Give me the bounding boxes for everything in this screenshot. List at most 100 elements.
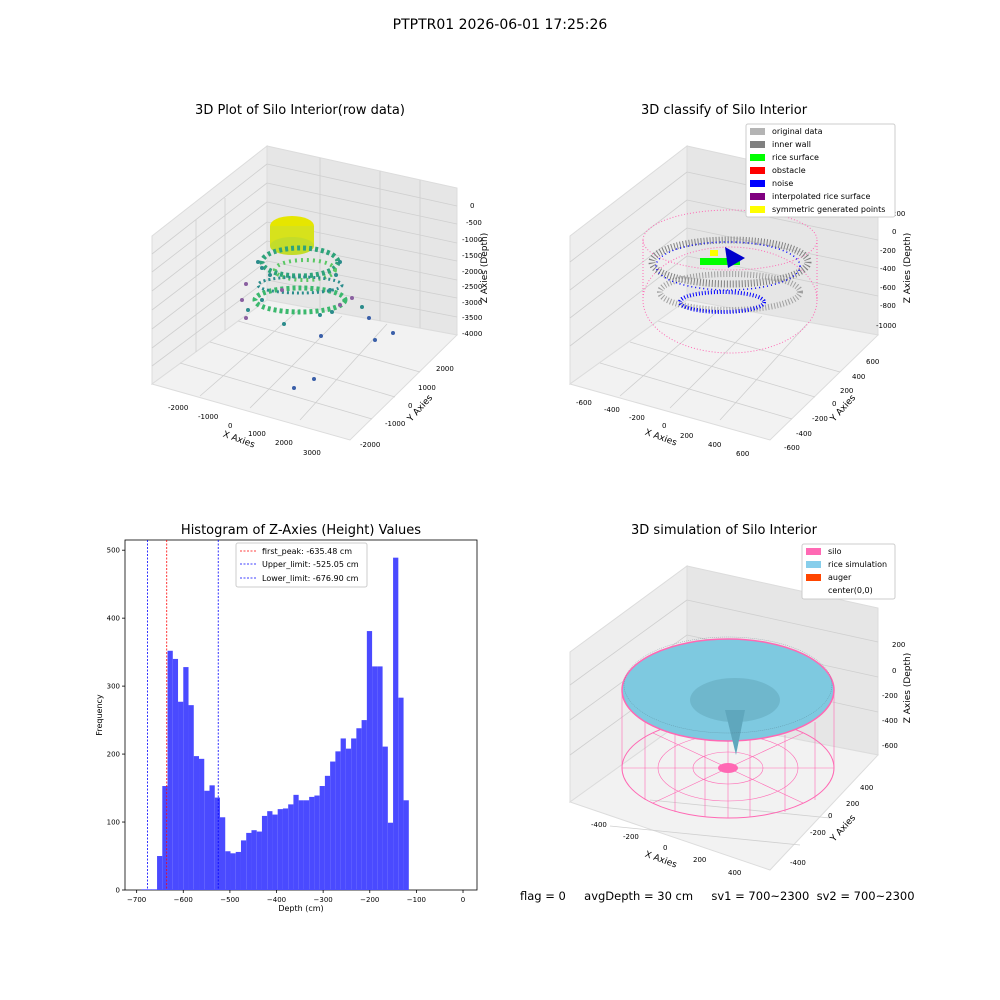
classify-x-tick: -600 (576, 399, 592, 407)
raw-y-tick: 1000 (418, 384, 436, 392)
histogram-bar (309, 796, 315, 890)
legend-label: Upper_limit: -525.05 cm (262, 560, 359, 569)
histogram-bar (314, 795, 320, 890)
histogram-title: Histogram of Z-Axies (Height) Values (180, 523, 422, 538)
legend-label: center(0,0) (828, 586, 873, 595)
avg-depth-status: avgDepth = 30 cm (584, 889, 694, 903)
histogram-x-tick-label: −600 (174, 896, 193, 904)
histogram-x-tick-label: −400 (267, 896, 286, 904)
raw-3d-plot[interactable]: -2000 -1000 0 1000 2000 3000 -2000 -1000… (0, 0, 500, 500)
legend-label: symmetric generated points (772, 205, 885, 214)
legend-swatch-rice-surface (750, 154, 765, 161)
histogram-bar (172, 658, 179, 890)
legend-swatch-silo (806, 548, 821, 555)
legend-label: first_peak: -635.48 cm (262, 547, 352, 556)
histogram-bar (303, 800, 310, 890)
legend-label: interpolated rice surface (772, 192, 870, 201)
legend-label: original data (772, 127, 823, 136)
histogram-x-tick-label: −300 (314, 896, 333, 904)
simulation-z-tick: -600 (882, 742, 898, 750)
histogram-bar (288, 804, 294, 890)
legend-swatch-rice-simulation (806, 561, 821, 568)
simulation-x-tick: 0 (663, 844, 667, 852)
simulation-x-label: X Axies (643, 850, 678, 871)
histogram-legend: first_peak: -635.48 cm Upper_limit: -525… (235, 542, 368, 588)
histogram-bar (246, 832, 252, 890)
histogram-bar (298, 800, 304, 890)
histogram-bar (387, 822, 394, 890)
histogram-y-tick-label: 100 (107, 819, 120, 827)
histogram-bar (366, 631, 373, 890)
raw-y-tick: 0 (408, 402, 412, 410)
histogram-bar (225, 851, 231, 890)
classify-plot-title: 3D classify of Silo Interior (640, 103, 808, 118)
histogram-bar (361, 720, 367, 890)
raw-x-tick: 3000 (303, 449, 321, 457)
histogram-bar (372, 666, 378, 890)
classify-x-tick: 200 (680, 432, 693, 440)
flag-status: flag = 0 (520, 889, 566, 903)
simulation-y-label: Y Axies (828, 813, 858, 845)
classify-x-tick: -400 (604, 406, 620, 414)
histogram-bar (324, 775, 331, 890)
simulation-y-tick: -400 (790, 859, 806, 867)
histogram-bar (277, 809, 283, 890)
raw-z-tick: -2500 (462, 283, 482, 291)
histogram-bar (330, 761, 336, 890)
classify-z-tick: -200 (880, 247, 896, 255)
histogram-bar (267, 811, 273, 890)
classify-z-tick: -1000 (876, 322, 896, 330)
simulation-z-label: Z Axies (Depth) (903, 653, 913, 724)
classify-y-tick: -600 (784, 444, 800, 452)
raw-y-tick: -1000 (385, 420, 405, 428)
raw-x-tick: -1000 (198, 413, 218, 421)
histogram-y-tick-label: 0 (116, 887, 120, 895)
histogram-bar (141, 889, 147, 890)
histogram-y-tick-label: 200 (107, 751, 120, 759)
histogram-bar (193, 756, 200, 890)
legend-label: silo (828, 547, 842, 556)
classify-z-tick: -400 (880, 265, 896, 273)
classify-y-tick: 200 (840, 387, 853, 395)
figure-title: PTPTR01 2026-06-01 17:25:26 (392, 17, 608, 33)
histogram-bar (204, 790, 210, 890)
histogram-bar (151, 889, 158, 890)
histogram-bar (214, 797, 220, 890)
legend-swatch-auger (806, 574, 821, 581)
classify-y-tick: 0 (832, 400, 836, 408)
simulation-legend: silo rice simulation auger center(0,0) (801, 543, 896, 600)
histogram-reference-lines (147, 540, 219, 890)
status-footer: flag = 0 avgDepth = 30 cm sv1 = 700~2300… (520, 889, 990, 903)
simulation-z-tick: 200 (892, 641, 905, 649)
simulation-3d-plot[interactable]: -400 -200 0 200 400 -400 -200 0 200 400 … (500, 500, 1000, 885)
histogram-y-tick-label: 400 (107, 615, 120, 623)
histogram-bar (345, 748, 352, 890)
classify-y-tick: -200 (812, 415, 828, 423)
simulation-y-tick: -200 (810, 829, 826, 837)
classify-z-tick: 0 (892, 228, 896, 236)
classify-x-label: X Axies (643, 428, 678, 449)
histogram-chart[interactable]: −700 −600 −500 −400 −300 −200 −100 0 0 100 200 300… (0, 500, 500, 930)
legend-swatch-center (806, 587, 821, 594)
histogram-x-tick-label: −200 (360, 896, 379, 904)
classify-3d-plot[interactable]: -600 -400 -200 0 200 400 600 -600 -400 -… (500, 0, 1000, 500)
histogram-bar (235, 851, 241, 890)
histogram-bar (219, 817, 226, 890)
histogram-bar (146, 889, 152, 890)
raw-y-tick: 2000 (436, 365, 454, 373)
histogram-bar (261, 815, 268, 890)
classify-z-tick: 200 (892, 210, 905, 218)
histogram-bar (393, 557, 399, 890)
classify-x-tick: -200 (629, 414, 645, 422)
simulation-y-tick: 400 (860, 784, 873, 792)
histogram-bar (319, 786, 325, 890)
simulation-surface (621, 636, 835, 819)
histogram-bar (209, 785, 215, 890)
histogram-bar (398, 697, 404, 890)
simulation-z-tick: 0 (892, 667, 896, 675)
classify-y-tick: 400 (852, 373, 865, 381)
simulation-y-tick: 0 (828, 812, 832, 820)
histogram-x-tick-label: −500 (220, 896, 239, 904)
legend-label: rice simulation (828, 560, 887, 569)
raw-z-label: Z Axies (Depth) (480, 233, 490, 304)
